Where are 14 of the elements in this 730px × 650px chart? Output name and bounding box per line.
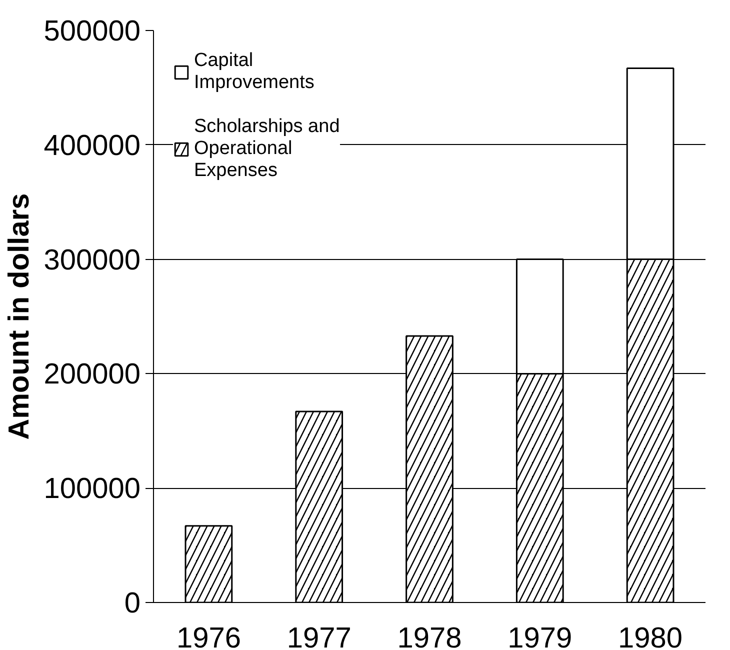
y-tick-label: 400000 <box>44 130 141 162</box>
x-tick-label: 1976 <box>176 622 241 650</box>
x-tick-label: 1978 <box>397 622 462 650</box>
legend-label: Capital Improvements <box>194 50 314 94</box>
x-tick-label: 1979 <box>508 622 572 650</box>
y-tick-label: 100000 <box>44 473 141 506</box>
x-tick-label: 1980 <box>618 622 683 650</box>
legend-label: Scholarships and Operational Expenses <box>194 116 340 182</box>
y-axis-title: Amount in dollars <box>4 193 36 440</box>
y-tick-label: 300000 <box>44 244 141 276</box>
x-tick-label: 1977 <box>286 622 352 650</box>
y-tick-label: 200000 <box>44 358 141 391</box>
y-tick-label: 500000 <box>44 16 141 48</box>
y-tick-label: 0 <box>124 588 141 620</box>
